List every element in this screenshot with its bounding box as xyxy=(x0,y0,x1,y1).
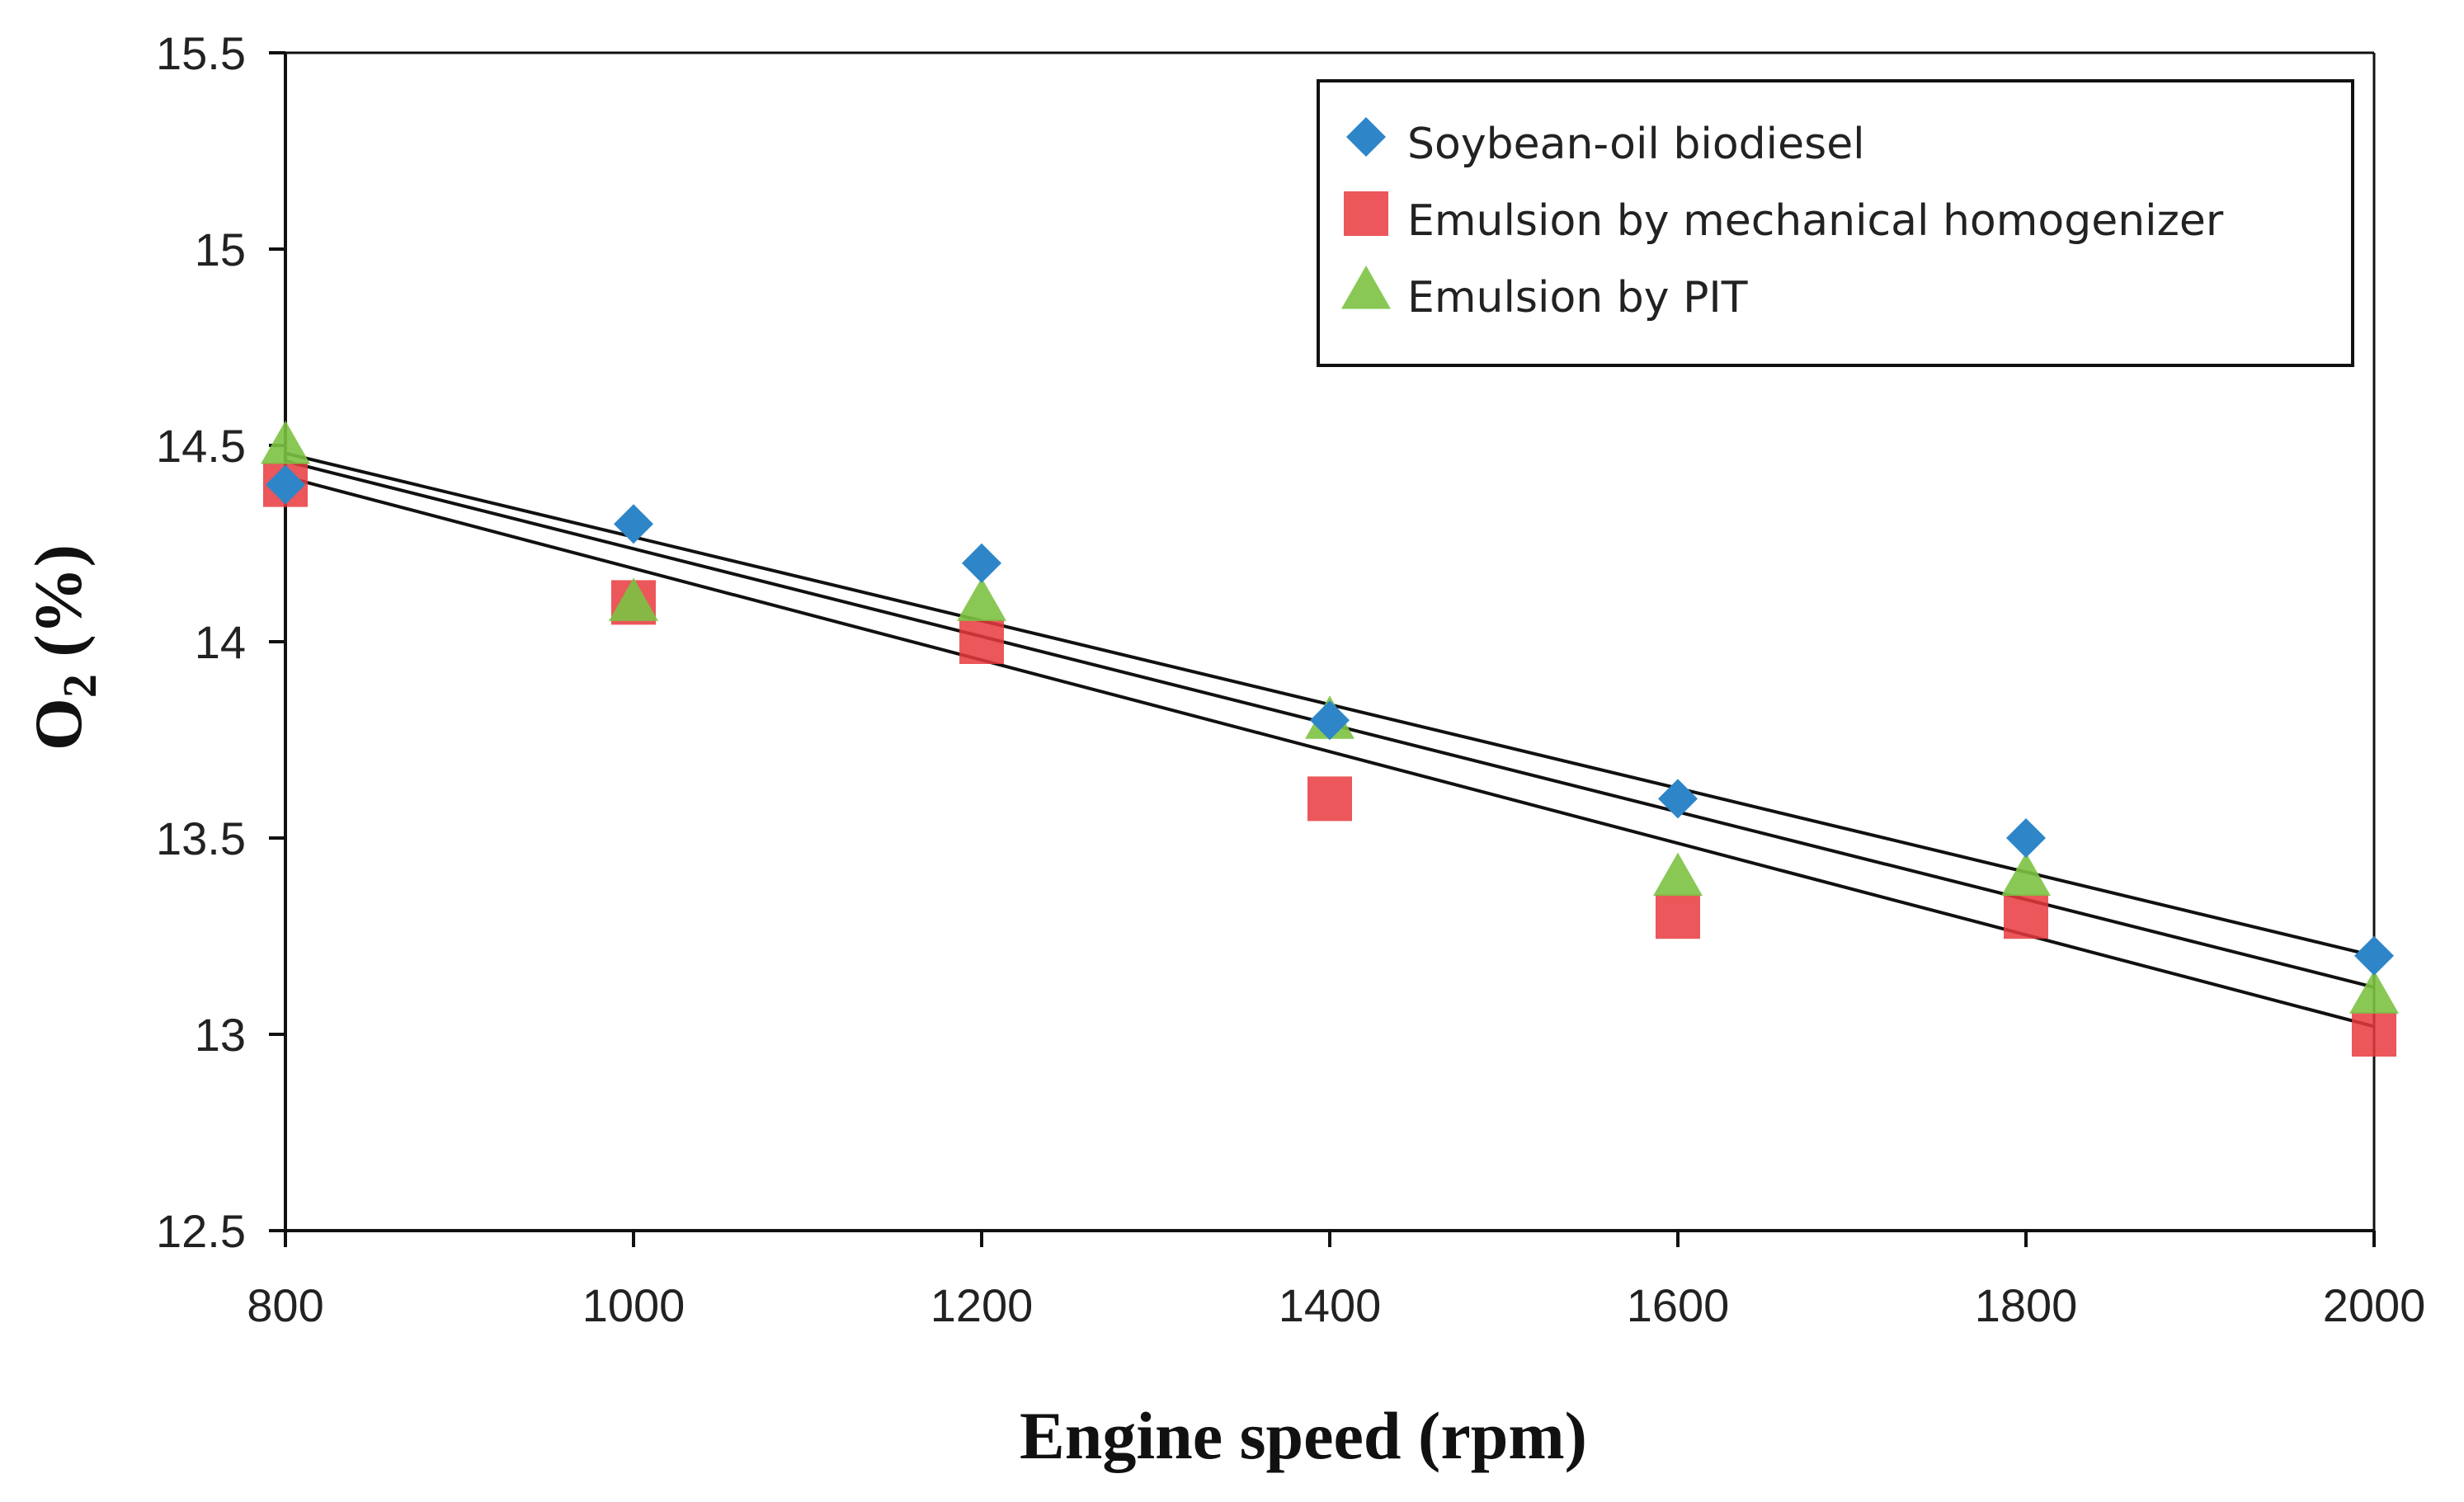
data-point xyxy=(2001,852,2051,897)
x-tick-label: 800 xyxy=(247,1279,323,1331)
y-tick-label: 14 xyxy=(195,616,246,668)
x-axis-ticks: 800 1000 1200 1400 1600 1800 2000 xyxy=(247,1231,2425,1331)
data-point xyxy=(962,543,1001,583)
y-axis-title-main: O xyxy=(21,698,96,751)
data-point xyxy=(1307,776,1352,822)
legend-label: Emulsion by mechanical homogenizer xyxy=(1407,196,2224,246)
x-tick-label: 2000 xyxy=(2323,1279,2426,1331)
y-axis-title: O2 (%) xyxy=(21,544,106,751)
data-point xyxy=(2004,894,2048,939)
data-point xyxy=(1656,894,1700,939)
x-tick-label: 1200 xyxy=(930,1279,1034,1331)
data-point xyxy=(261,421,310,464)
data-point xyxy=(957,577,1006,621)
data-point xyxy=(609,577,658,621)
data-point xyxy=(959,619,1004,664)
y-tick-label: 14.5 xyxy=(156,420,246,472)
y-tick-label: 12.5 xyxy=(156,1205,246,1257)
legend-box xyxy=(1317,79,2354,367)
data-point xyxy=(2354,935,2394,976)
legend-swatch xyxy=(1346,117,1386,157)
legend-label: Emulsion by PIT xyxy=(1407,273,1748,323)
data-markers xyxy=(261,421,2399,1057)
data-point xyxy=(266,464,305,505)
y-tick-label: 15.5 xyxy=(156,27,246,79)
x-axis-title: Engine speed (rpm) xyxy=(1020,1398,1587,1473)
data-point xyxy=(1658,779,1698,819)
legend: Soybean-oil biodiesel Emulsion by mechani… xyxy=(1317,79,2354,367)
y-axis-title-subscript: 2 xyxy=(53,674,106,698)
legend-swatch xyxy=(1341,266,1391,309)
data-point xyxy=(2349,970,2399,1014)
legend-label: Soybean-oil biodiesel xyxy=(1407,120,1865,169)
y-tick-label: 13.5 xyxy=(156,812,246,864)
legend-swatch xyxy=(1344,191,1388,236)
y-tick-label: 13 xyxy=(195,1009,246,1061)
trendline xyxy=(285,475,2375,1029)
data-point xyxy=(1310,700,1350,741)
x-tick-label: 1600 xyxy=(1627,1279,1730,1331)
data-point xyxy=(1653,852,1703,897)
data-point xyxy=(2352,1012,2396,1057)
x-tick-label: 1800 xyxy=(1975,1279,2078,1331)
data-point xyxy=(614,504,653,544)
y-axis-title-unit: (%) xyxy=(21,544,96,674)
y-tick-label: 15 xyxy=(195,224,246,275)
x-tick-label: 1400 xyxy=(1279,1279,1382,1331)
data-point xyxy=(2006,818,2046,858)
x-tick-label: 1000 xyxy=(582,1279,685,1331)
y-axis-ticks: 12.5 13 13.5 14 14.5 15 15.5 xyxy=(156,27,285,1257)
